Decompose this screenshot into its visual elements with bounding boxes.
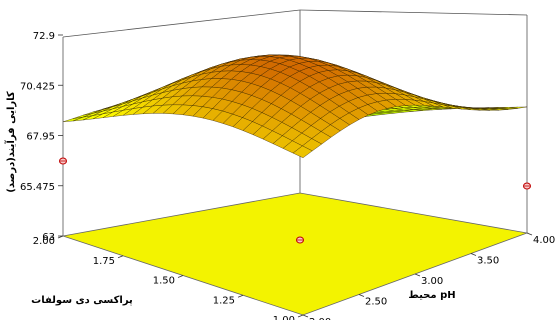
y-tick-mark (178, 276, 183, 278)
z-tick-label: 70.425 (20, 81, 55, 92)
wall-ticks (58, 35, 63, 236)
y-tick-mark (298, 315, 303, 317)
y-tick-label: 1.75 (93, 256, 115, 267)
x-tick-label: 3.00 (421, 276, 443, 287)
y-tick-label: 1.00 (273, 315, 295, 320)
y-tick-label: 1.25 (213, 295, 235, 306)
x-tick-mark (415, 274, 420, 276)
surface-mesh (63, 55, 527, 158)
z-tick-label: 65.475 (20, 182, 55, 193)
z-axis-label: کارایی فرآیند(درصد) (4, 91, 17, 193)
y-axis-label: پراکسی دی سولفات (31, 295, 133, 306)
top-right-edge (300, 10, 527, 15)
y-tick-mark (118, 256, 123, 258)
top-left-edge (63, 10, 300, 37)
x-tick-mark (471, 254, 476, 256)
x-tick-label: 2.50 (365, 297, 387, 308)
z-tick-label: 67.95 (26, 132, 55, 143)
x-tick-label: 3.50 (477, 256, 499, 267)
x-axis-label: pH محیط (408, 290, 455, 301)
y-tick-label: 1.50 (153, 276, 175, 287)
y-tick-mark (238, 295, 243, 297)
z-tick-label: 72.9 (33, 31, 55, 42)
x-tick-label: 4.00 (533, 235, 555, 246)
x-tick-mark (359, 295, 364, 297)
y-tick-label: 2.00 (33, 236, 55, 247)
x-tick-mark (303, 315, 308, 317)
x-tick-mark (527, 233, 532, 235)
